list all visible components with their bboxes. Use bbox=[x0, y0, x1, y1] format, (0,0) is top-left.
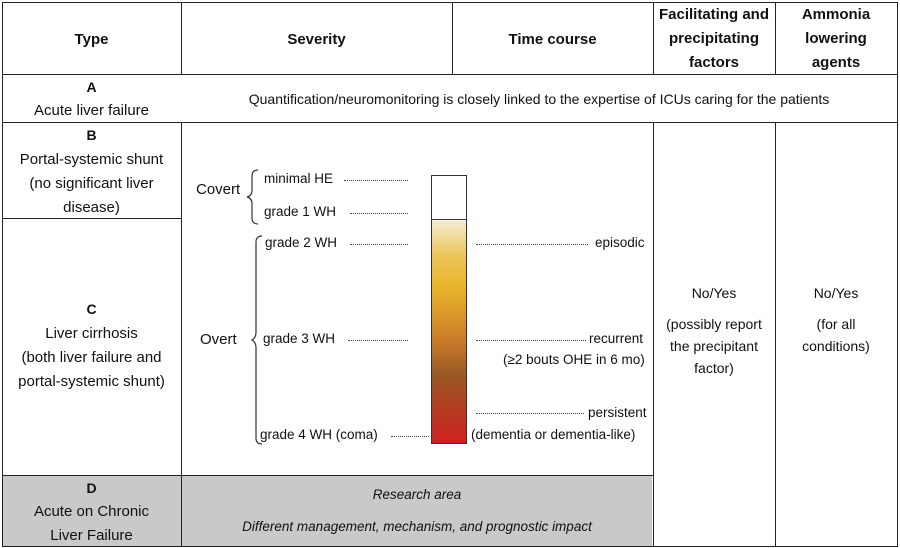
row-b-line1: Portal-systemic shunt bbox=[19, 151, 164, 168]
row-b-line2: (no significant liver bbox=[29, 175, 154, 192]
grade-2-leader bbox=[350, 244, 408, 245]
grade-minimal-he: minimal HE bbox=[264, 171, 334, 186]
grade-4-leader bbox=[391, 436, 429, 437]
row-a-name: Acute liver failure bbox=[33, 102, 150, 119]
header-type: Type bbox=[74, 31, 109, 48]
row-a-letter: A bbox=[86, 79, 97, 95]
ammonia-note-line1: (for all bbox=[816, 316, 856, 332]
row-d-background bbox=[2, 476, 652, 546]
timecourse-col-border-lower bbox=[653, 122, 654, 547]
row-c-line3: portal-systemic shunt) bbox=[18, 373, 165, 390]
row-c-letter: C bbox=[86, 301, 97, 317]
header-ammonia-line3: agents bbox=[811, 54, 861, 71]
ammonia-answer: No/Yes bbox=[813, 285, 859, 301]
time-recurrent: recurrent bbox=[589, 331, 644, 346]
covert-label: Covert bbox=[196, 181, 241, 198]
time-episodic: episodic bbox=[595, 235, 645, 250]
factors-col-border-lower bbox=[775, 122, 776, 547]
grade-3: grade 3 WH bbox=[263, 331, 336, 346]
overt-label: Overt bbox=[200, 331, 237, 348]
factors-note-line3: factor) bbox=[694, 360, 734, 376]
grade-3-leader bbox=[348, 340, 408, 341]
row-b-line3: disease) bbox=[63, 199, 120, 216]
row-c-line2: (both liver failure and bbox=[21, 349, 162, 366]
row-d-line2: Liver Failure bbox=[50, 527, 133, 544]
recurrent-leader bbox=[476, 340, 586, 341]
type-col-border-lower bbox=[181, 122, 182, 547]
factors-note-line2: the precipitant bbox=[670, 338, 758, 354]
header-factors-line2: precipitating bbox=[668, 30, 759, 47]
severity-col-border bbox=[452, 2, 453, 74]
grade-2: grade 2 WH bbox=[265, 235, 338, 250]
grade-1: grade 1 WH bbox=[264, 204, 337, 219]
table-left-border bbox=[2, 2, 3, 547]
header-time-course: Time course bbox=[508, 31, 597, 48]
persistent-leader bbox=[476, 413, 584, 414]
header-bottom-border bbox=[2, 74, 898, 75]
grade-minimal-leader bbox=[344, 180, 408, 181]
episodic-leader bbox=[476, 244, 588, 245]
row-c-bottom-border bbox=[2, 475, 653, 476]
header-factors-line3: factors bbox=[688, 54, 740, 71]
severity-bar-divider bbox=[431, 219, 467, 220]
row-c-line1: Liver cirrhosis bbox=[45, 325, 138, 342]
time-persistent-note: (dementia or dementia-like) bbox=[471, 427, 636, 442]
row-a-note: Quantification/neuromonitoring is closel… bbox=[248, 91, 830, 107]
row-b-letter: B bbox=[86, 127, 97, 143]
factors-answer: No/Yes bbox=[691, 285, 737, 301]
row-a-bottom-border bbox=[2, 122, 898, 123]
grade-1-leader bbox=[350, 213, 408, 214]
table-bottom-border bbox=[2, 546, 898, 547]
header-ammonia-line1: Ammonia bbox=[801, 6, 871, 23]
table-right-border bbox=[897, 2, 898, 547]
header-severity: Severity bbox=[287, 31, 346, 48]
row-d-research-note: Different management, mechanism, and pro… bbox=[242, 519, 592, 534]
header-ammonia-line2: lowering bbox=[805, 30, 867, 47]
row-d-line1: Acute on Chronic bbox=[33, 503, 150, 520]
type-col-border bbox=[181, 2, 182, 74]
grade-4: grade 4 WH (coma) bbox=[260, 427, 378, 442]
header-factors-line1: Facilitating and bbox=[658, 6, 769, 23]
row-d-letter: D bbox=[86, 480, 97, 496]
ammonia-note-line2: conditions) bbox=[802, 338, 870, 354]
factors-col-border bbox=[775, 2, 776, 74]
time-persistent: persistent bbox=[588, 405, 647, 420]
row-d-research-area: Research area bbox=[372, 487, 462, 502]
overt-brace bbox=[250, 235, 263, 445]
timecourse-col-border bbox=[653, 2, 654, 74]
row-b-bottom-border bbox=[2, 218, 181, 219]
severity-bar bbox=[431, 175, 467, 444]
table-top-border bbox=[2, 2, 898, 3]
time-recurrent-note: (≥2 bouts OHE in 6 mo) bbox=[503, 352, 645, 367]
covert-brace bbox=[246, 169, 259, 225]
factors-note-line1: (possibly report bbox=[666, 316, 762, 332]
